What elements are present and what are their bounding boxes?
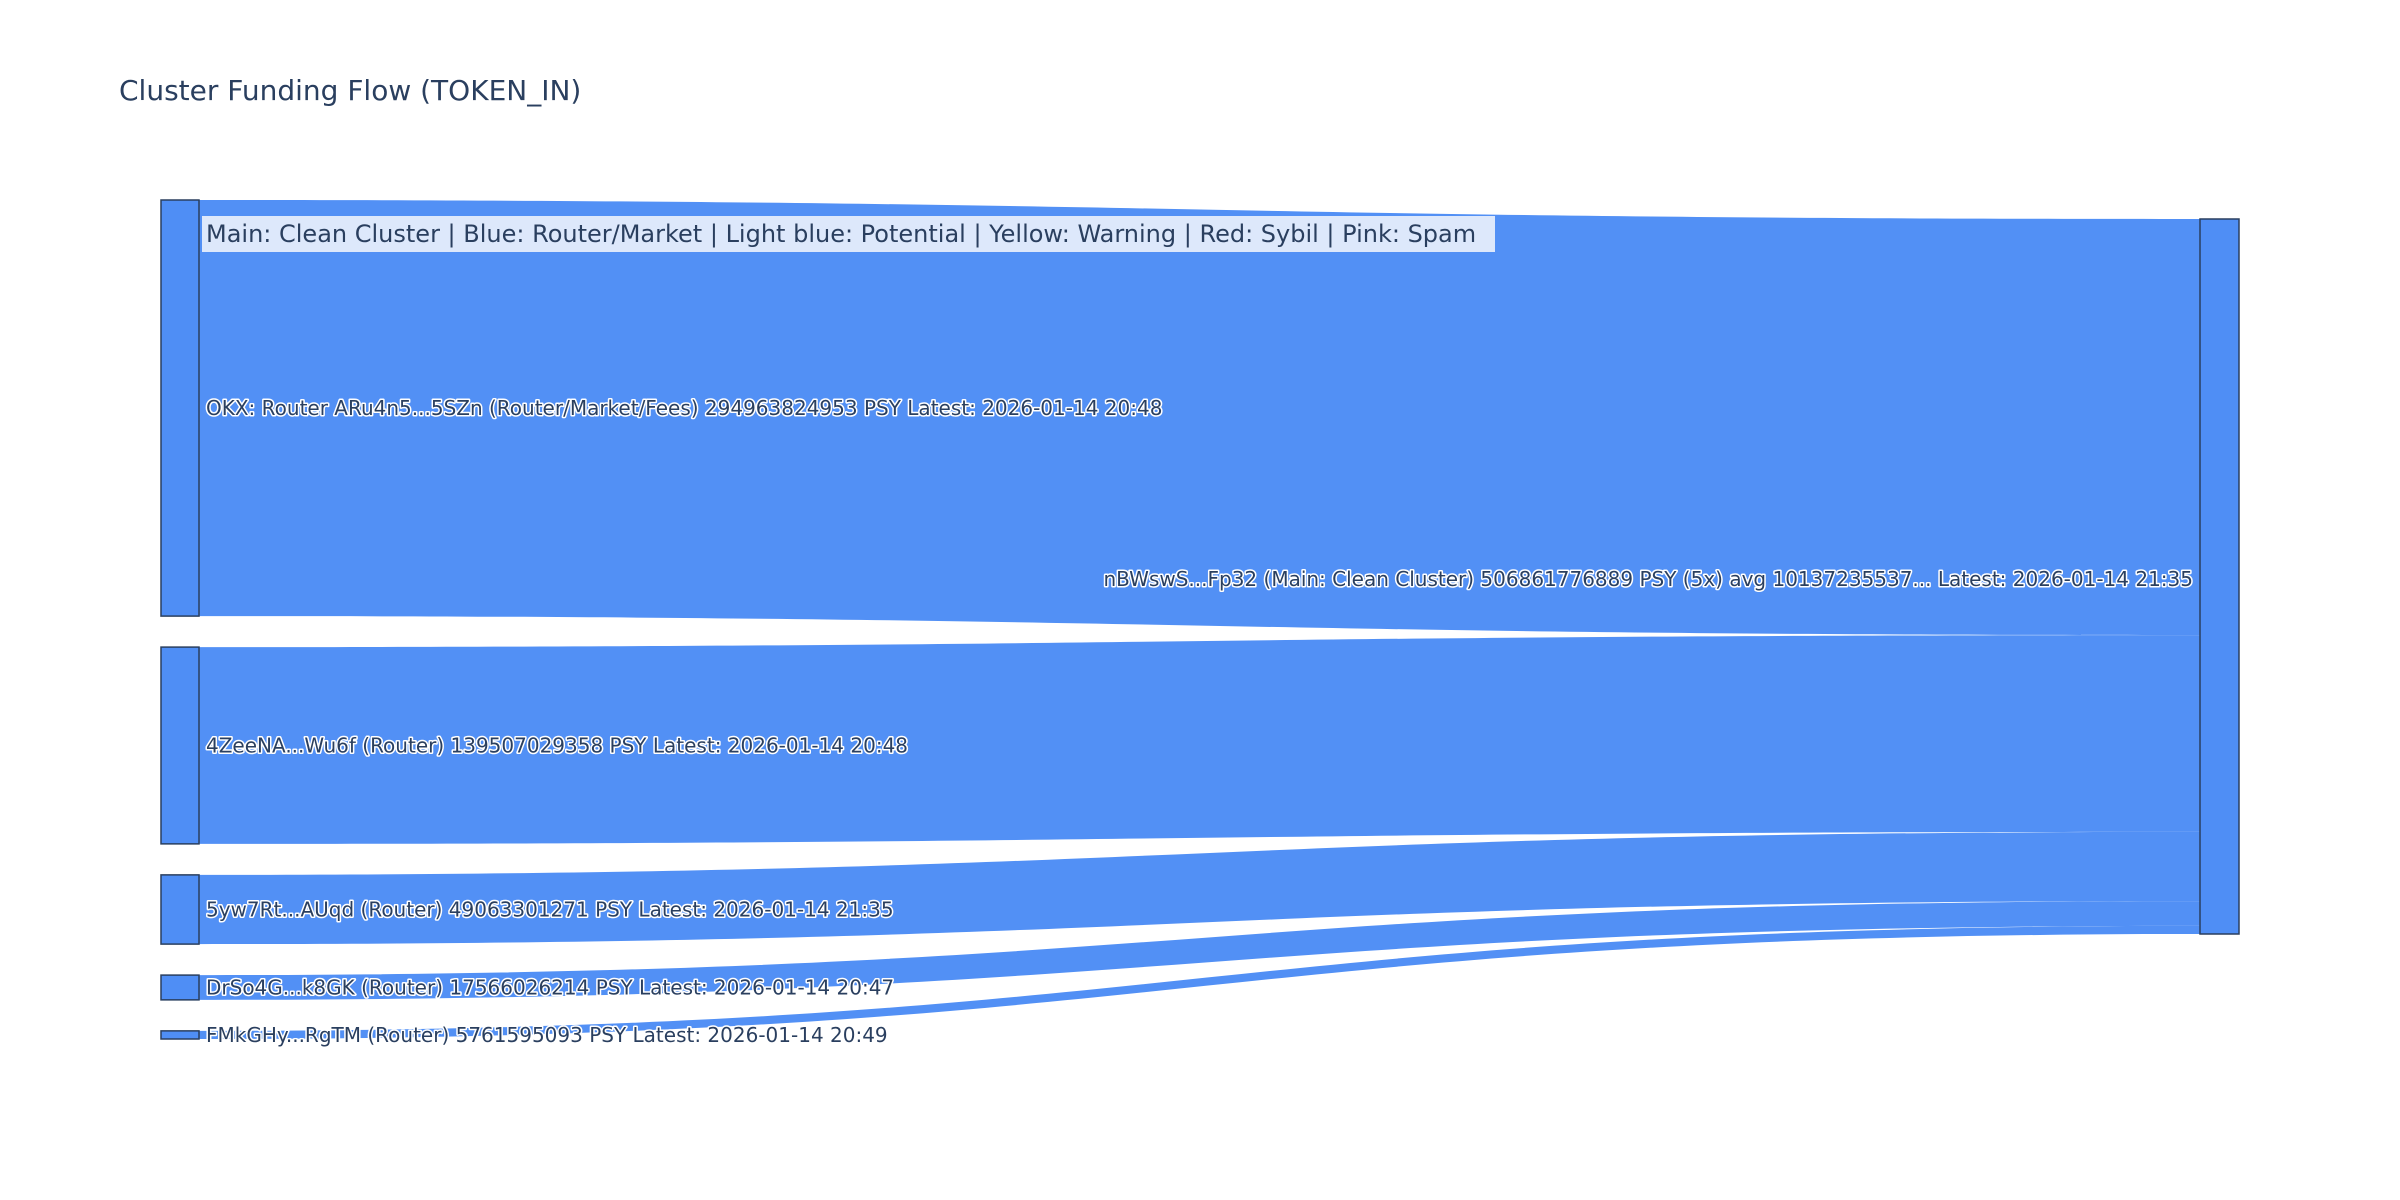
flow-link[interactable] [199, 635, 2200, 844]
source-node-label: DrSo4G...k8GK (Router) 17566026214 PSY L… [206, 975, 894, 999]
target-node-label: nBWswS...Fp32 (Main: Clean Cluster) 5068… [1104, 567, 2194, 591]
source-node-label: FMkGHy...RgTM (Router) 5761595093 PSY La… [206, 1023, 888, 1047]
source-node[interactable] [160, 974, 200, 1001]
flow-link[interactable] [199, 925, 2200, 1039]
source-node[interactable] [160, 1030, 200, 1040]
target-node[interactable] [2199, 218, 2240, 935]
annotation-box [202, 216, 1495, 252]
flow-link[interactable] [199, 200, 2200, 636]
source-node[interactable] [160, 646, 200, 845]
source-node[interactable] [160, 874, 200, 945]
source-node[interactable] [160, 199, 200, 617]
flow-link[interactable] [199, 831, 2200, 945]
flow-link[interactable] [199, 901, 2200, 1000]
source-node-label: 5yw7Rt...AUqd (Router) 49063301271 PSY L… [206, 897, 894, 921]
source-node-label: OKX: Router ARu4n5...5SZn (Router/Market… [206, 396, 1162, 420]
chart-title: Cluster Funding Flow (TOKEN_IN) [119, 74, 581, 107]
source-node-label: 4ZeeNA...Wu6f (Router) 139507029358 PSY … [206, 733, 908, 757]
legend-annotation: Main: Clean Cluster | Blue: Router/Marke… [206, 220, 1476, 248]
